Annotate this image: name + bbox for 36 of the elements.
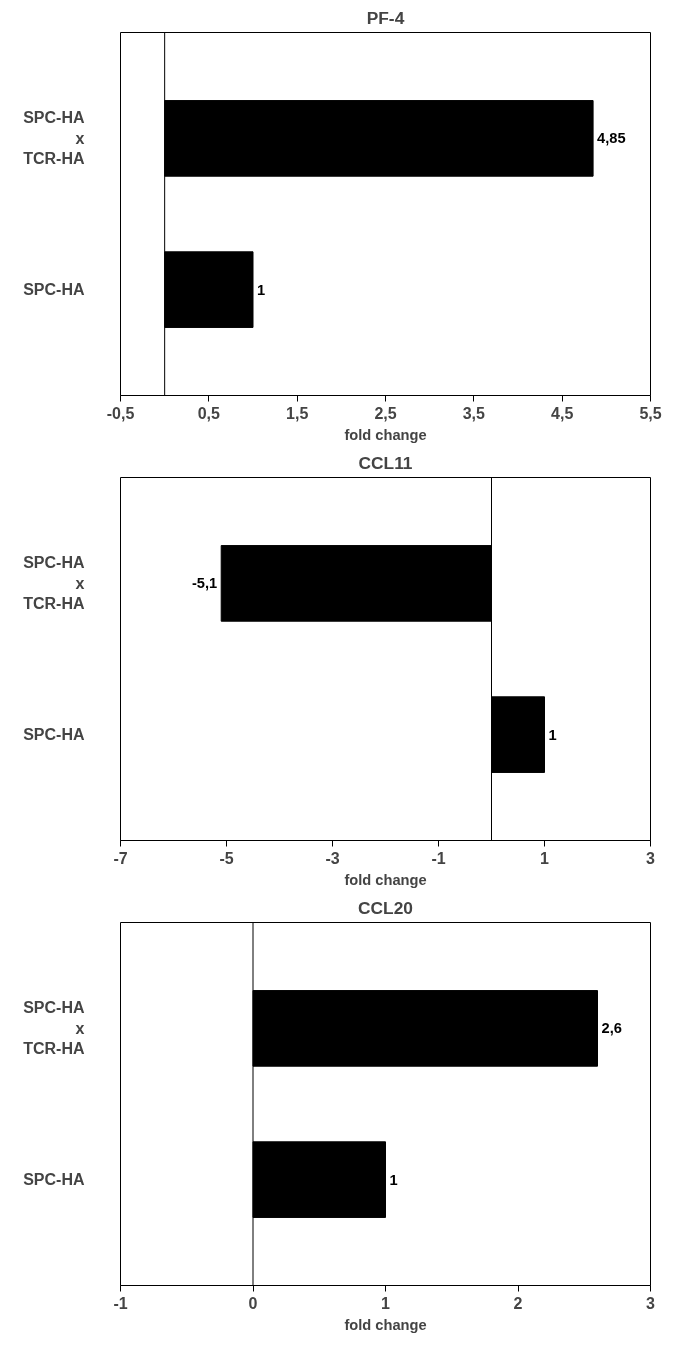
x-tick-label: 3 xyxy=(646,849,656,867)
y-tick-label: SPC-HA x TCR-HA xyxy=(23,109,85,168)
x-tick-label: 2 xyxy=(513,1294,523,1312)
chart-title: CCL11 xyxy=(358,452,413,473)
x-tick-label: -7 xyxy=(113,849,128,867)
x-tick-label: 4,5 xyxy=(551,404,574,422)
x-tick-label: -0,5 xyxy=(106,404,135,422)
x-tick-label: 1 xyxy=(540,849,550,867)
x-tick-label: 2,5 xyxy=(374,404,397,422)
x-tick-label: 1,5 xyxy=(286,404,309,422)
y-tick-label: SPC-HA x TCR-HA xyxy=(23,554,85,613)
x-tick-label: 5,5 xyxy=(639,404,662,422)
x-tick-label: 0 xyxy=(248,1294,258,1312)
x-axis-title: fold change xyxy=(344,426,427,443)
x-axis-title: fold change xyxy=(344,1316,427,1333)
x-tick-label: -1 xyxy=(113,1294,128,1312)
data-label: 4,85 xyxy=(597,130,626,147)
x-tick-label: -3 xyxy=(325,849,340,867)
x-tick-label: -1 xyxy=(431,849,446,867)
data-label: -5,1 xyxy=(191,575,218,592)
x-tick-label: 3 xyxy=(646,1294,656,1312)
data-label: 1 xyxy=(257,281,266,298)
y-tick-label: SPC-HA xyxy=(23,726,85,744)
y-tick-label: SPC-HA xyxy=(23,281,85,299)
x-tick-label: -5 xyxy=(219,849,234,867)
x-tick-label: 1 xyxy=(381,1294,391,1312)
chart-title: CCL20 xyxy=(358,897,413,918)
y-tick-label: SPC-HA x TCR-HA xyxy=(23,999,85,1058)
x-tick-label: 3,5 xyxy=(462,404,486,422)
data-label: 1 xyxy=(389,1171,398,1188)
data-label: 2,6 xyxy=(601,1020,622,1037)
x-tick-label: 0,5 xyxy=(197,404,221,422)
data-label: 1 xyxy=(548,726,557,743)
x-axis-title: fold change xyxy=(344,871,427,888)
chart-title: PF-4 xyxy=(366,7,405,28)
y-tick-label: SPC-HA xyxy=(23,1171,85,1189)
